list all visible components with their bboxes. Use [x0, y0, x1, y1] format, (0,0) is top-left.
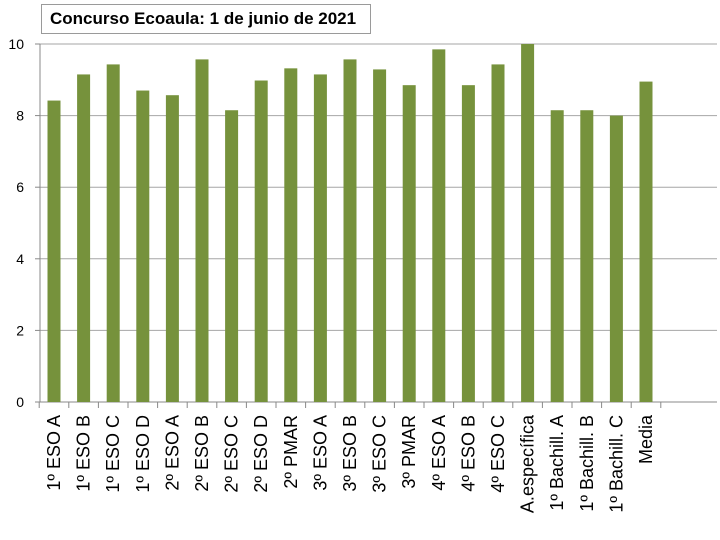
x-tick-label: 2º ESO C [222, 415, 242, 493]
y-tick-label: 10 [8, 36, 24, 52]
bar [313, 74, 327, 403]
x-tick-label: 1º Bachill. B [577, 415, 597, 512]
bar [136, 90, 150, 402]
x-tick-label: 4º ESO B [458, 415, 478, 492]
x-tick-label: 4º ESO A [429, 415, 449, 491]
x-tick-label: Media [636, 414, 656, 464]
bar [461, 85, 475, 403]
bar [225, 110, 239, 402]
y-tick-label: 0 [16, 394, 24, 410]
bar [77, 74, 91, 403]
x-tick-label: 2º PMAR [281, 415, 301, 489]
bar [580, 110, 594, 402]
x-tick-label: 1º Bachill. A [547, 415, 567, 511]
bar [165, 95, 179, 402]
x-tick-label: 1º ESO A [44, 415, 64, 491]
bar [106, 64, 120, 402]
y-tick-label: 2 [16, 322, 24, 338]
x-tick-label: 1º ESO D [133, 415, 153, 493]
x-tick-label: 1º ESO B [74, 415, 94, 492]
x-tick-label: 3º ESO A [310, 415, 330, 491]
bar [639, 81, 653, 402]
bar [491, 64, 505, 402]
x-tick-label: 1º Bachill. C [606, 415, 626, 513]
x-tick-label: 4º ESO C [488, 415, 508, 493]
bar [521, 44, 535, 402]
y-tick-labels: 0 2 4 6 8 10 [8, 36, 24, 410]
chart-title: Concurso Ecoaula: 1 de junio de 2021 [50, 9, 357, 28]
bars [47, 44, 653, 403]
x-tick-labels: 1º ESO A 1º ESO B 1º ESO C 1º ESO D 2º ESO A… [44, 414, 656, 513]
x-tick-label: 3º ESO B [340, 415, 360, 492]
x-tick-label: 3º PMAR [399, 415, 419, 489]
x-tick-label: A.específica [518, 414, 538, 513]
bar [373, 69, 387, 402]
bar [432, 49, 446, 403]
chart-title-box: Concurso Ecoaula: 1 de junio de 2021 [41, 4, 371, 34]
x-tick-label: 2º ESO D [251, 415, 271, 493]
x-tick-label: 2º ESO B [192, 415, 212, 492]
x-tick-label: 3º ESO C [370, 415, 390, 493]
bar [47, 100, 61, 403]
bar [284, 68, 298, 403]
bar [195, 59, 209, 402]
bar [609, 115, 623, 402]
bar [343, 59, 357, 402]
y-tick-label: 8 [16, 108, 24, 124]
y-tick-label: 4 [16, 251, 24, 267]
bar [402, 85, 416, 403]
bar [254, 80, 268, 403]
x-tick-label: 2º ESO A [162, 415, 182, 491]
bar [550, 110, 564, 402]
y-tick-label: 6 [16, 179, 24, 195]
x-tick-label: 1º ESO C [103, 415, 123, 493]
